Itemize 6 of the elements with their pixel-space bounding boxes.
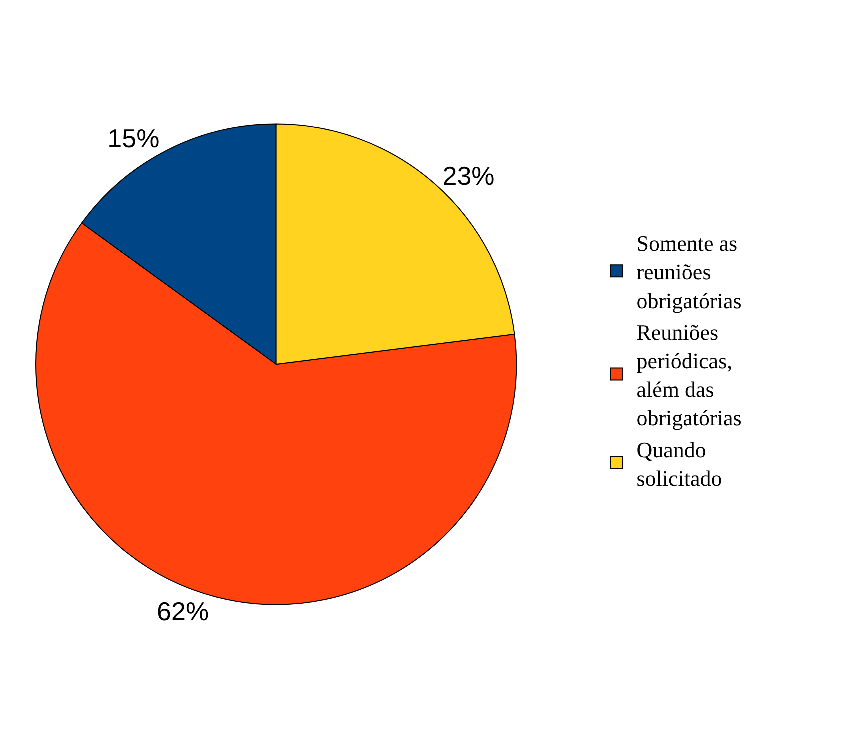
legend-label: Somente as reuniões obrigatórias — [636, 231, 742, 314]
data-label: 23% — [442, 160, 495, 191]
data-label: 62% — [157, 596, 210, 626]
data-label: 15% — [108, 123, 160, 154]
legend-label: Reuniões periódicas, além das obrigatórias — [636, 320, 742, 431]
legend-label: Quando solicitado — [636, 437, 722, 491]
